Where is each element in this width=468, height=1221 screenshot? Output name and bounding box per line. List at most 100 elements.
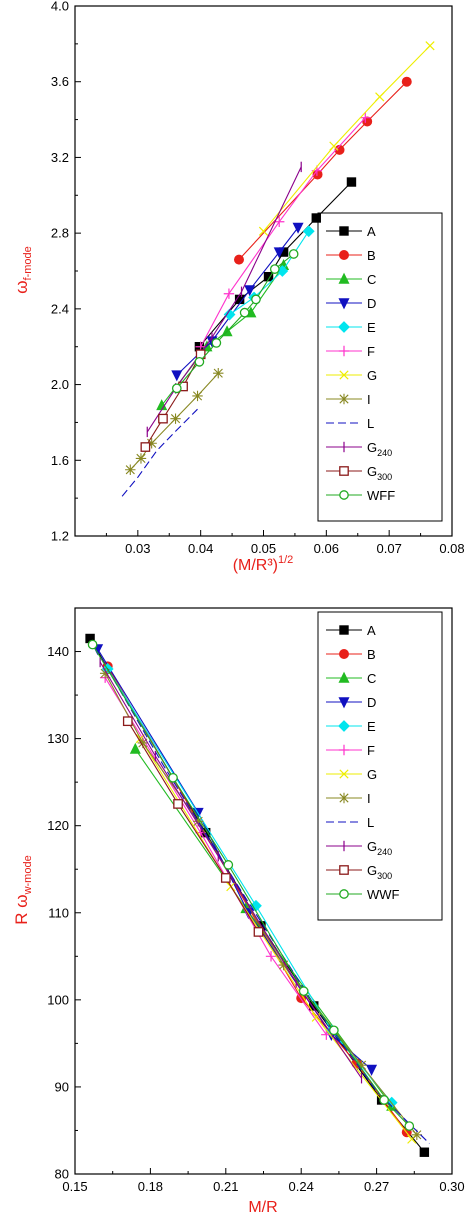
fmode-x-tick-label: 0.06 (314, 541, 339, 556)
wmode-y-tick-label: 130 (47, 731, 69, 746)
wmode-series-g300 (122, 716, 264, 937)
fmode-y-tick-label: 3.6 (51, 74, 69, 89)
wmode-y-tick-label: 110 (48, 905, 69, 920)
wmode-data-point (366, 1064, 378, 1076)
wmode-legend-marker (339, 769, 349, 779)
fmode-data-point (194, 357, 205, 367)
fmode-data-point (401, 76, 412, 87)
wmode-legend-label: F (367, 743, 375, 758)
wmode-legend-entry: WWF (326, 887, 400, 902)
wmode-series-e (101, 663, 398, 1109)
fmode-data-point (288, 249, 299, 259)
wmode-legend-label: D (367, 695, 376, 710)
fmode-legend-marker (339, 370, 349, 380)
fmode-x-tick-label: 0.08 (439, 541, 464, 556)
fmode-data-point (158, 413, 168, 424)
fmode-chart: 0.03 0.04 0.05 0.06 0.07 0.08 1.2 1.6 2.0 2.4 2.8 3… (12, 0, 465, 574)
fmode-legend-entry: G240 (326, 440, 392, 458)
wmode-y-tick-label: 100 (47, 992, 69, 1007)
fmode-data-point (329, 141, 339, 151)
wmode-legend-entry: A (326, 623, 376, 638)
fmode-y-tick-label: 1.6 (51, 453, 69, 468)
fmode-plot-frame (74, 5, 453, 537)
wmode-legend-label: G240 (367, 839, 392, 857)
wmode-data-point (278, 959, 289, 971)
wmode-legend-entry: G (326, 767, 377, 782)
fmode-data-point (346, 177, 357, 187)
fmode-y-tick-label: 2.0 (51, 377, 69, 392)
wmode-legend-label: G300 (367, 863, 392, 881)
fmode-data-point (211, 338, 222, 348)
wmode-legend-marker (339, 625, 349, 635)
wmode-y-tick-label: 90 (55, 1079, 69, 1094)
wmode-legend-marker (338, 744, 350, 756)
fmode-series-line (198, 181, 352, 348)
wmode-data-point (99, 668, 111, 679)
fmode-y-tick-label: 2.4 (51, 301, 69, 316)
fmode-data-point (274, 216, 285, 227)
fmode-series-line (121, 408, 198, 497)
wmode-legend-label: B (367, 647, 376, 662)
wmode-data-point (137, 737, 149, 749)
fmode-y-tick-label: 3.2 (51, 150, 69, 165)
wmode-x-tick-label: 0.18 (138, 1179, 163, 1194)
wmode-legend-marker (338, 792, 350, 804)
wmode-legend-marker (339, 889, 349, 899)
fmode-data-point (311, 213, 321, 223)
fmode-data-point (244, 285, 256, 297)
fmode-legend-entry: D (326, 296, 376, 311)
wmode-legend-label: C (367, 671, 376, 686)
fmode-legend-entry: F (326, 344, 375, 359)
fmode-x-tick-label: 0.03 (125, 541, 150, 556)
wmode-data-point (192, 816, 204, 827)
fmode-y-tick-label: 2.8 (51, 226, 69, 241)
fmode-legend-box (317, 212, 443, 522)
wmode-legend-label: E (367, 719, 376, 734)
wmode-x-tick-label: 0.30 (439, 1179, 464, 1194)
fmode-legend-entry: A (326, 224, 376, 239)
fmode-data-point (273, 247, 285, 259)
wmode-data-point (356, 1059, 367, 1071)
wmode-legend-marker (338, 671, 350, 683)
fmode-legend-label: WFF (367, 488, 395, 503)
fmode-legend-entry: G (326, 368, 377, 383)
wmode-data-point (220, 873, 231, 883)
fmode-legend-label: F (367, 344, 375, 359)
wmode-data-point (223, 860, 234, 870)
wmode-data-point (379, 1095, 389, 1105)
wmode-series (85, 633, 430, 1157)
fmode-series-f (195, 112, 371, 352)
wmode-series-g240 (99, 656, 363, 1084)
wmode-legend-entry: B (326, 647, 376, 662)
wmode-y-tick-label: 120 (47, 818, 69, 833)
fmode-ticks: 0.03 0.04 0.05 0.06 0.07 0.08 1.2 1.6 2.0 2.4 2.8 3… (51, 0, 465, 556)
fmode-data-point (251, 294, 261, 305)
wmode-legend-label: WWF (367, 887, 400, 902)
wmode-legend-label: I (367, 791, 371, 806)
fmode-data-point (223, 288, 235, 299)
wmode-legend-box (317, 611, 443, 921)
wmode-series-line (92, 644, 410, 1127)
fmode-x-tick-label: 0.05 (251, 541, 276, 556)
fmode-data-point (302, 225, 315, 238)
fmode-data-point (171, 370, 183, 382)
fmode-data-point (223, 308, 236, 321)
fmode-series-g240 (146, 161, 302, 438)
wmode-data-point (168, 772, 178, 783)
wmode-legend-entry: L (326, 815, 374, 830)
fmode-y-tick-label: 4.0 (51, 0, 69, 14)
fmode-legend-marker (339, 226, 349, 236)
fmode-legend-label: B (367, 248, 376, 263)
fmode-series-g300 (140, 349, 206, 452)
wmode-x-tick-label: 0.24 (289, 1179, 314, 1194)
wmode-data-point (265, 951, 277, 962)
wmode-legend-entry: I (326, 791, 371, 806)
fmode-series-line (176, 253, 295, 389)
fmode-data-point (258, 226, 269, 236)
fmode-series-wff (171, 249, 299, 394)
fmode-legend-label: G (367, 368, 377, 383)
wmode-data-point (87, 639, 98, 650)
fmode-data-point (170, 413, 181, 424)
